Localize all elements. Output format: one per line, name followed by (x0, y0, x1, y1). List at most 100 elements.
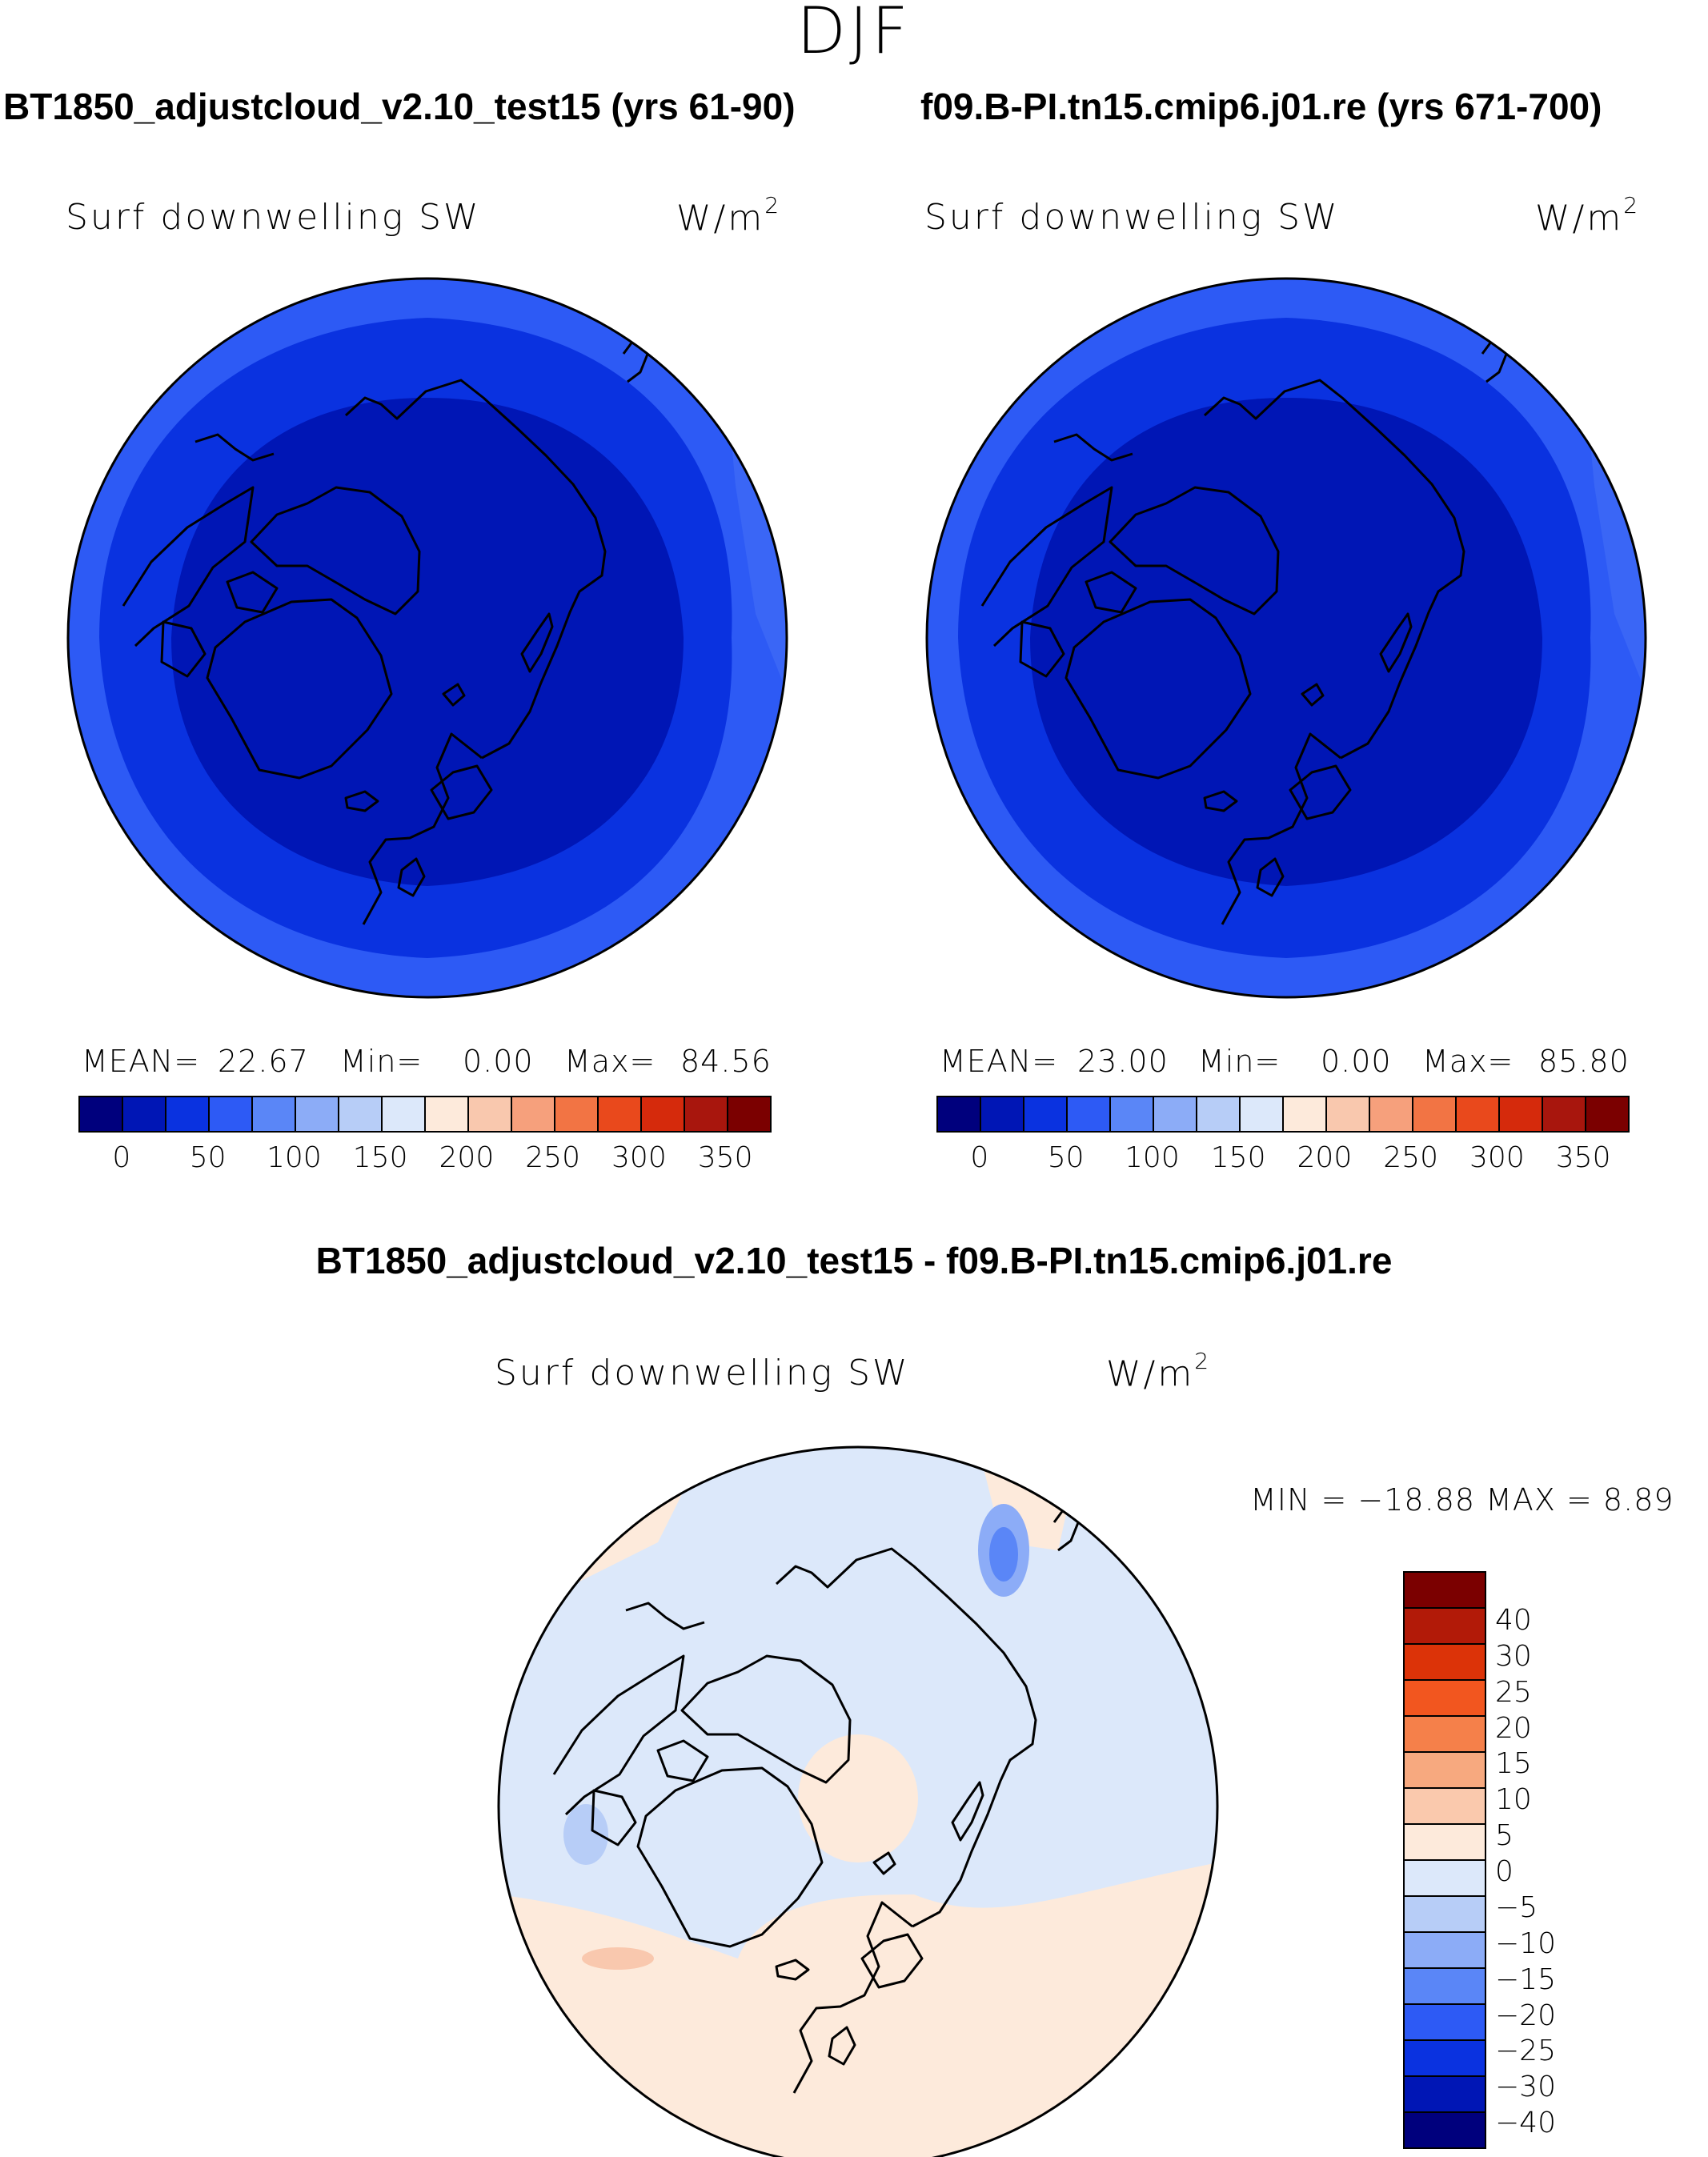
panel2-colorbar-tick-label: 350 (1555, 1141, 1611, 1174)
panel2-case-title: f09.B-PI.tn15.cmip6.j01.re (yrs 671-700) (920, 86, 1602, 127)
diff-coastline (680, 1654, 852, 1784)
panel1-colorbar-tick-label: 0 (112, 1141, 131, 1174)
panel2-colorbar-ticks: 0 50 100 150 200 250 300 350 (936, 1141, 1626, 1181)
diff-colorbar-tick-label: 40 (1495, 1603, 1532, 1637)
panel1-variable-label: Surf downwelling SW (66, 197, 481, 238)
panel1-colorbar-tick-label: 150 (352, 1141, 408, 1174)
panel1-coastline (160, 620, 206, 678)
panel2-coastline (1203, 790, 1238, 812)
panel1-colorbar-swatch (512, 1097, 555, 1131)
panel1-polar-map (66, 277, 788, 999)
panel2-max-value: 85.80 (1538, 1044, 1630, 1079)
diff-colorbar-ticks: 40 30 25 20 15 10 5 0 −5 −10 −15 −20 −25 −30 −40 (1495, 1571, 1615, 2146)
diff-colorbar-swatch (1405, 1681, 1485, 1717)
panel1-colorbar-tick-label: 250 (525, 1141, 580, 1174)
panel1-colorbar-swatch (296, 1097, 339, 1131)
panel1-coastline (250, 486, 421, 615)
panel2-coastline (980, 486, 1113, 648)
diff-field (498, 1446, 1218, 2157)
panel1-colorbar-swatch (383, 1097, 426, 1131)
panel2-colorbar-swatch (1154, 1097, 1197, 1131)
diff-coastline (872, 1851, 896, 1875)
panel1-colorbar-swatch (80, 1097, 123, 1131)
panel2-coastline (1109, 486, 1280, 615)
panel2-colorbar-tick-label: 250 (1383, 1141, 1438, 1174)
panel1-map-boundary (66, 277, 788, 999)
diff-colorbar (1403, 1571, 1486, 2149)
panel1-colorbar-swatch (555, 1097, 599, 1131)
diff-colorbar-swatch (1405, 2041, 1485, 2077)
panel2-max-label: Max= (1422, 1044, 1514, 1079)
panel2-colorbar-tick-label: 200 (1297, 1141, 1353, 1174)
panel1-min-label: Min= (340, 1044, 423, 1079)
diff-colorbar-tick-label: 5 (1495, 1819, 1514, 1853)
panel1-coastline (520, 612, 554, 673)
panel1-coastline (430, 764, 493, 820)
panel2-coastline (1085, 571, 1137, 614)
season-title: DJF (796, 0, 912, 68)
diff-colorbar-swatch (1405, 1717, 1485, 1753)
panel2-coastline (1019, 620, 1065, 678)
diff-colorbar-swatch (1405, 1897, 1485, 1933)
panel2-coastline (1203, 379, 1465, 760)
diff-min-max-stats: MIN = −18.88 MAX = 8.89 (1250, 1482, 1674, 1518)
diff-colorbar-tick-label: −5 (1495, 1890, 1538, 1924)
panel1-coastline (344, 790, 379, 812)
panel2-coastline (1064, 598, 1252, 780)
panel1-colorbar-swatch (469, 1097, 512, 1131)
panel2-colorbar-tick-label: 0 (970, 1141, 989, 1174)
panel1-colorbar-tick-label: 350 (697, 1141, 753, 1174)
diff-polar-map (497, 1445, 1219, 2157)
diff-colorbar-tick-label: −15 (1495, 1963, 1556, 1996)
panel1-colorbar-swatch (599, 1097, 642, 1131)
diff-colorbar-swatch (1405, 1573, 1485, 1609)
diff-coastline (552, 1654, 685, 1816)
panel2-map-boundary (925, 277, 1647, 999)
panel2-colorbar-tick-label: 100 (1125, 1141, 1180, 1174)
panel1-colorbar-tick-label: 100 (267, 1141, 322, 1174)
diff-colorbar-tick-label: 25 (1495, 1675, 1532, 1709)
diff-contour-band (563, 1804, 608, 1865)
diff-map-boundary (497, 1445, 1219, 2157)
diff-colorbar-swatch (1405, 1645, 1485, 1681)
diff-contour-band (798, 1734, 918, 1862)
panel2-colorbar-swatch (1197, 1097, 1241, 1131)
panel1-colorbar-tick-label: 50 (189, 1141, 227, 1174)
panel2-mean-label: MEAN= (940, 1044, 1059, 1079)
panel1-colorbar (78, 1096, 772, 1133)
diff-title: BT1850_adjustcloud_v2.10_test15 - f09.B-… (315, 1240, 1393, 1281)
diff-contour-band (498, 1862, 1218, 2157)
diff-variable-label: Surf downwelling SW (495, 1353, 910, 1393)
diff-contour-band (989, 1527, 1018, 1582)
panel2-colorbar-swatch (1327, 1097, 1370, 1131)
panel1-coastline (442, 683, 466, 707)
panel2-colorbar-swatch (981, 1097, 1024, 1131)
diff-colorbar-tick-label: 10 (1495, 1783, 1532, 1817)
panel2-colorbar-swatch (1241, 1097, 1284, 1131)
diff-coastline (636, 1766, 824, 1948)
diff-coastline (792, 1901, 913, 2094)
panel2-colorbar-swatch (1284, 1097, 1327, 1131)
panel2-colorbar-swatch (1586, 1097, 1628, 1131)
diff-coastline (860, 1933, 924, 1989)
panel2-colorbar-swatch (1413, 1097, 1457, 1131)
panel1-coastline (344, 379, 607, 760)
panel2-colorbar (936, 1096, 1630, 1133)
panel2-variable-label: Surf downwelling SW (924, 197, 1340, 238)
panel2-colorbar-swatch (1068, 1097, 1111, 1131)
diff-colorbar-swatch (1405, 1609, 1485, 1645)
diff-colorbar-tick-label: −30 (1495, 2071, 1556, 2104)
panel2-coastline (1053, 433, 1133, 462)
panel2-unit-label: W/m2 (1535, 192, 1641, 239)
diff-colorbar-swatch (1405, 2005, 1485, 2041)
panel2-colorbar-tick-label: 50 (1047, 1141, 1085, 1174)
panel2-field (926, 278, 1646, 998)
panel2-coastline (1301, 683, 1325, 707)
panel1-field (67, 278, 788, 998)
diff-coastline (775, 1547, 1037, 1928)
diff-coastline (828, 2026, 856, 2066)
diff-colorbar-swatch (1405, 1969, 1485, 2005)
diff-colorbar-tick-label: −20 (1495, 1999, 1556, 2032)
panel2-min-value: 0.00 (1321, 1044, 1392, 1079)
